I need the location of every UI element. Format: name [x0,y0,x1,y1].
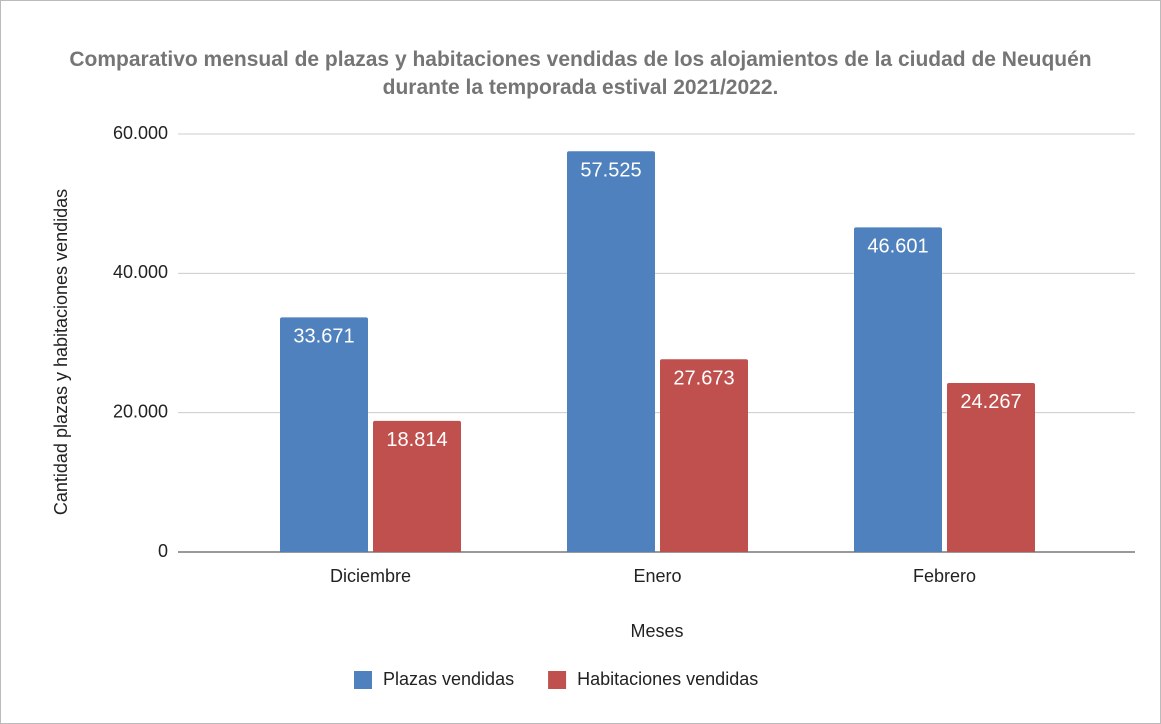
x-tick-label: Diciembre [330,566,411,586]
data-label: 57.525 [580,160,641,182]
bar [854,227,942,552]
data-label: 18.814 [386,429,447,451]
bar [280,317,368,552]
data-label: 33.671 [293,326,354,348]
legend-label: Habitaciones vendidas [577,669,758,689]
y-axis-label: Cantidad plazas y habitaciones vendidas [51,189,71,515]
x-tick-label: Enero [633,566,681,586]
bar [373,420,461,552]
legend-swatch [354,671,372,689]
x-axis-label: Meses [630,621,683,641]
y-tick-label: 20.000 [113,401,168,421]
data-label: 24.267 [960,391,1021,413]
data-label: 27.673 [673,367,734,389]
data-label: 46.601 [867,236,928,258]
bar [947,382,1035,552]
y-tick-label: 40.000 [113,262,168,282]
y-tick-label: 0 [158,541,168,561]
x-tick-label: Febrero [913,566,976,586]
legend-swatch [548,671,567,689]
y-tick-label: 60.000 [113,123,168,143]
legend-label: Plazas vendidas [383,669,514,689]
chart-title: Comparativo mensual de plazas y habitaci… [69,48,1092,99]
bar [660,359,748,552]
bar [567,151,655,552]
